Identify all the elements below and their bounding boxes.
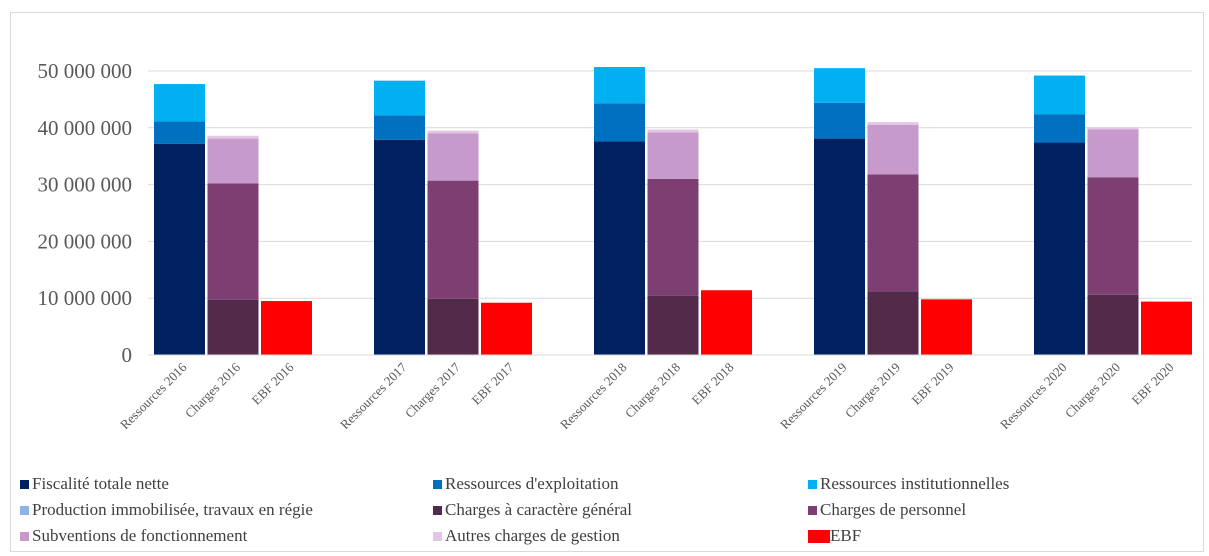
- legend: Fiscalité totale nette Ressources d'explo…: [20, 474, 1009, 545]
- category-label: EBF 2017: [468, 359, 517, 408]
- bar-segment: [594, 141, 645, 355]
- chart-frame: [10, 12, 1204, 552]
- y-tick-label: 30 000 000: [38, 173, 133, 197]
- legend-swatch: [20, 532, 29, 541]
- bar-segment: [154, 84, 205, 122]
- category-label: Ressources 2020: [997, 360, 1070, 433]
- category-label: Charges 2017: [402, 359, 464, 421]
- legend-swatch: [808, 530, 830, 543]
- legend-swatch: [808, 480, 817, 489]
- category-label: EBF 2016: [248, 359, 297, 408]
- bar-segment: [594, 103, 645, 142]
- bar-segment: [427, 180, 479, 299]
- legend-swatch: [20, 480, 29, 489]
- y-tick-label: 20 000 000: [38, 229, 133, 253]
- bar-segment: [1034, 75, 1085, 115]
- bar-segment: [814, 102, 865, 139]
- bar-segment: [427, 130, 479, 134]
- bar-segment: [374, 139, 425, 355]
- bar-segment: [427, 298, 479, 355]
- y-axis-tick-labels: 0 10 000 000 20 000 000 30 000 000 40 000 00…: [38, 59, 133, 367]
- y-tick-label: 50 000 000: [38, 59, 133, 83]
- bar-segment: [594, 67, 645, 104]
- bar-segment: [207, 299, 259, 355]
- bar-segment: [701, 290, 752, 355]
- category-label: Charges 2018: [622, 360, 683, 421]
- legend-swatch: [433, 532, 442, 541]
- bar-segment: [154, 143, 205, 355]
- legend-label: Ressources institutionnelles: [820, 474, 1009, 493]
- bar-segment: [647, 129, 699, 133]
- category-label: Ressources 2016: [117, 359, 190, 432]
- bar-segment: [1141, 301, 1192, 355]
- bar-segment: [1034, 142, 1085, 355]
- bar-segment: [374, 80, 425, 116]
- bar-segment: [261, 301, 312, 355]
- bar-segment: [374, 115, 425, 140]
- y-tick-label: 40 000 000: [38, 116, 133, 140]
- category-label: EBF 2018: [688, 360, 736, 408]
- legend-swatch: [433, 480, 442, 489]
- legend-label: Production immobilisée, travaux en régie: [32, 500, 313, 519]
- bar-segment: [207, 183, 259, 300]
- category-label: EBF 2020: [1128, 360, 1176, 408]
- category-label: EBF 2019: [908, 360, 956, 408]
- bar-segment: [647, 178, 699, 296]
- category-label: Ressources 2019: [777, 360, 850, 433]
- legend-label: Autres charges de gestion: [445, 526, 620, 545]
- legend-label: EBF: [830, 526, 861, 545]
- y-tick-label: 0: [122, 343, 133, 367]
- category-label: Ressources 2017: [337, 359, 410, 432]
- bar-segment: [481, 302, 532, 355]
- bar-segment: [1087, 294, 1139, 355]
- legend-label: Subventions de fonctionnement: [32, 526, 248, 545]
- bar-segment: [1087, 129, 1139, 178]
- category-label: Ressources 2018: [557, 360, 630, 433]
- bar-segment: [1034, 114, 1085, 143]
- bars: [154, 67, 1192, 355]
- legend-label: Fiscalité totale nette: [32, 474, 169, 493]
- category-label: Charges 2019: [842, 360, 903, 421]
- bar-segment: [427, 133, 479, 181]
- legend-swatch: [20, 506, 29, 515]
- category-label: Charges 2020: [1062, 360, 1123, 421]
- bar-segment: [814, 68, 865, 103]
- legend-label: Ressources d'exploitation: [445, 474, 619, 493]
- bar-segment: [921, 299, 972, 355]
- bar-segment: [1087, 177, 1139, 295]
- y-tick-label: 10 000 000: [38, 286, 133, 310]
- bar-segment: [867, 291, 919, 355]
- bar-segment: [207, 135, 259, 139]
- bar-segment: [814, 138, 865, 355]
- legend-label: Charges à caractère général: [445, 500, 632, 519]
- bar-segment: [647, 132, 699, 179]
- legend-label: Charges de personnel: [820, 500, 966, 519]
- category-label: Charges 2016: [182, 359, 244, 421]
- bar-segment: [867, 174, 919, 292]
- bar-segment: [154, 121, 205, 144]
- bar-segment: [867, 124, 919, 175]
- bar-segment: [867, 122, 919, 125]
- bar-segment: [1087, 127, 1139, 130]
- bar-segment: [207, 138, 259, 184]
- legend-swatch: [808, 506, 817, 515]
- legend-swatch: [433, 506, 442, 515]
- bar-segment: [647, 295, 699, 355]
